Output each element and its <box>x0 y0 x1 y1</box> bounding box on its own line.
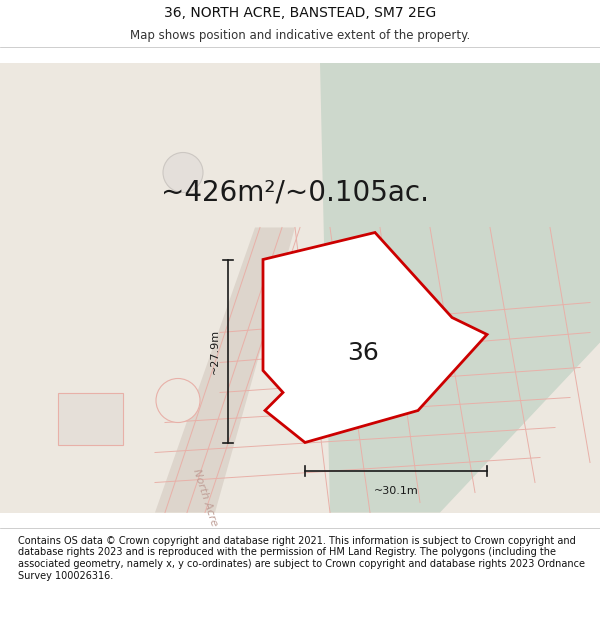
Text: 36, NORTH ACRE, BANSTEAD, SM7 2EG: 36, NORTH ACRE, BANSTEAD, SM7 2EG <box>164 6 436 20</box>
Bar <box>58 392 123 444</box>
Text: ~30.1m: ~30.1m <box>374 486 418 496</box>
Text: ~426m²/~0.105ac.: ~426m²/~0.105ac. <box>161 179 429 206</box>
Circle shape <box>163 152 203 192</box>
Text: 36: 36 <box>347 341 379 364</box>
Polygon shape <box>155 228 295 512</box>
Text: North Acre: North Acre <box>191 468 219 528</box>
Text: Map shows position and indicative extent of the property.: Map shows position and indicative extent… <box>130 29 470 42</box>
Polygon shape <box>263 232 487 442</box>
Text: ~27.9m: ~27.9m <box>210 329 220 374</box>
Circle shape <box>156 379 200 423</box>
Polygon shape <box>320 62 600 512</box>
Text: Contains OS data © Crown copyright and database right 2021. This information is : Contains OS data © Crown copyright and d… <box>18 536 585 581</box>
